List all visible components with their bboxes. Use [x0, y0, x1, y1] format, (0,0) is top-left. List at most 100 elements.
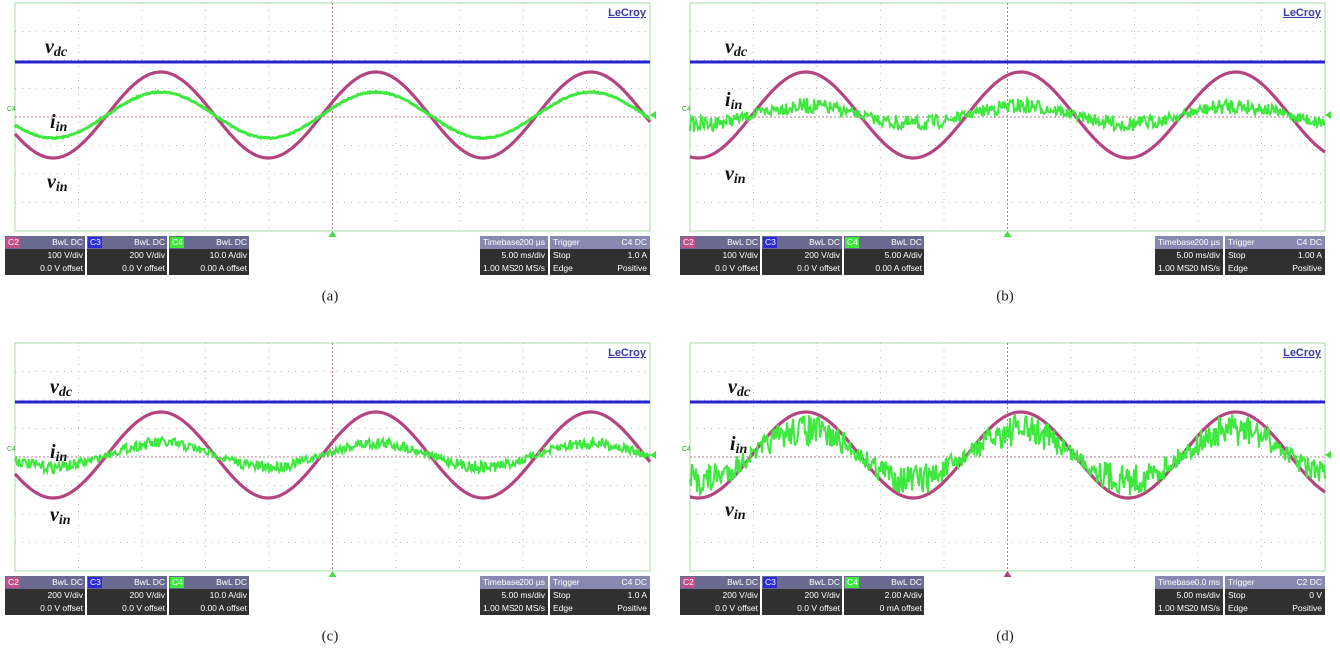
trigger-title: Trigger	[1228, 577, 1255, 587]
channel-coupling: BwL DC	[727, 577, 758, 587]
channel-offset: 0.0 V offset	[40, 263, 83, 273]
label-sub: in	[734, 172, 746, 187]
trigger-arrow	[329, 571, 337, 577]
trigger-type: Edge	[553, 603, 573, 613]
trigger-slope: Positive	[1292, 263, 1322, 273]
channel-scale: 200 V/div	[48, 590, 84, 600]
timebase-scale: 5.00 ms/div	[1177, 590, 1221, 600]
timebase-title: Timebase	[1158, 237, 1195, 247]
trigger-mode: Stop	[553, 590, 571, 600]
label-sub: in	[736, 442, 748, 457]
channel-marker: C4	[7, 106, 16, 113]
label-sub: dc	[54, 45, 68, 60]
channel-offset: 0.00 A offset	[200, 603, 247, 613]
trigger-source: C2 DC	[1296, 577, 1322, 587]
trigger-title: Trigger	[553, 237, 580, 247]
caption: (c)	[322, 628, 339, 644]
channel-scale: 2.00 A/div	[885, 590, 923, 600]
channel-offset: 0.0 V offset	[40, 603, 83, 613]
trigger-level: 1.00 A	[1298, 250, 1322, 260]
channel-coupling: BwL DC	[134, 237, 165, 247]
channel-tag: C3	[765, 237, 776, 247]
caption: (d)	[996, 628, 1014, 644]
trigger-type: Edge	[1228, 603, 1248, 613]
channel-scale: 10.0 A/div	[210, 590, 248, 600]
trigger-type: Edge	[553, 263, 573, 273]
channel-offset: 0.00 A offset	[200, 263, 247, 273]
channel-tag: C3	[765, 577, 776, 587]
channel-offset: 0.0 V offset	[122, 263, 165, 273]
channel-offset: 0.0 V offset	[715, 603, 758, 613]
label-sub: in	[56, 120, 68, 135]
trigger-level: 1.0 A	[628, 250, 648, 260]
channel-scale: 100 V/div	[723, 250, 759, 260]
channel-scale: 200 V/div	[723, 590, 759, 600]
channel-tag: C4	[847, 577, 858, 587]
trigger-arrow	[329, 231, 337, 237]
caption: (a)	[322, 288, 339, 304]
timebase-title: Timebase	[483, 577, 520, 587]
channel-marker: C4	[7, 446, 16, 453]
timebase-rate: 20 MS/s	[1189, 603, 1220, 613]
channel-coupling: BwL DC	[809, 237, 840, 247]
trigger-source: C4 DC	[1296, 237, 1322, 247]
trigger-title: Trigger	[1228, 237, 1255, 247]
timebase-scale: 5.00 ms/div	[502, 590, 546, 600]
channel-scale: 5.00 A/div	[885, 250, 923, 260]
scope-panel: LeCroyC4vdciinvinC2BwL DC100 V/div0.0 V …	[5, 3, 656, 304]
scope-logo: LeCroy	[1283, 347, 1322, 359]
timebase-scale: 5.00 ms/div	[1177, 250, 1221, 260]
timebase-rate: 20 MS/s	[1189, 263, 1220, 273]
caption: (b)	[996, 288, 1014, 304]
channel-scale: 10.0 A/div	[210, 250, 248, 260]
channel-coupling: BwL DC	[216, 237, 247, 247]
timebase-delay: 200 µs	[519, 577, 545, 587]
channel-offset: 0.00 A offset	[875, 263, 922, 273]
label-sub: in	[731, 98, 743, 113]
marker-arrow	[1325, 451, 1331, 459]
timebase-rate: 20 MS/s	[514, 263, 545, 273]
trigger-type: Edge	[1228, 263, 1248, 273]
channel-tag: C2	[8, 577, 19, 587]
figure: LeCroyC4vdciinvinC2BwL DC100 V/div0.0 V …	[0, 0, 1340, 655]
trigger-source: C4 DC	[621, 237, 647, 247]
trigger-title: Trigger	[553, 577, 580, 587]
channel-scale: 200 V/div	[805, 590, 841, 600]
trigger-level: 0 V	[1309, 590, 1322, 600]
scope-panel: LeCroyC4vdciinvinC2BwL DC200 V/div0.0 V …	[680, 343, 1331, 644]
trigger-mode: Stop	[1228, 250, 1246, 260]
label-sub: in	[59, 513, 71, 528]
marker-arrow	[1325, 111, 1331, 119]
channel-tag: C4	[172, 237, 183, 247]
channel-marker: C4	[682, 446, 691, 453]
timebase-title: Timebase	[1158, 577, 1195, 587]
trigger-slope: Positive	[617, 263, 647, 273]
timebase-points: 1.00 MS	[1158, 263, 1190, 273]
timebase-points: 1.00 MS	[483, 603, 515, 613]
channel-offset: 0.0 V offset	[122, 603, 165, 613]
channel-scale: 200 V/div	[130, 250, 166, 260]
channel-coupling: BwL DC	[891, 237, 922, 247]
timebase-title: Timebase	[483, 237, 520, 247]
timebase-scale: 5.00 ms/div	[502, 250, 546, 260]
channel-offset: 0.0 V offset	[797, 603, 840, 613]
channel-tag: C3	[90, 237, 101, 247]
marker-arrow	[650, 111, 656, 119]
label-sub: in	[734, 508, 746, 523]
channel-tag: C4	[172, 577, 183, 587]
timebase-points: 1.00 MS	[483, 263, 515, 273]
channel-marker: C4	[682, 106, 691, 113]
channel-coupling: BwL DC	[891, 577, 922, 587]
channel-coupling: BwL DC	[727, 237, 758, 247]
label-sub: in	[56, 450, 68, 465]
scope-logo: LeCroy	[1283, 7, 1322, 19]
trigger-mode: Stop	[1228, 590, 1246, 600]
channel-tag: C2	[683, 577, 694, 587]
channel-offset: 0.0 V offset	[715, 263, 758, 273]
channel-offset: 0 mA offset	[880, 603, 923, 613]
timebase-delay: 0.0 ms	[1194, 577, 1220, 587]
timebase-points: 1.00 MS	[1158, 603, 1190, 613]
label-sub: dc	[59, 385, 73, 400]
channel-tag: C2	[683, 237, 694, 247]
